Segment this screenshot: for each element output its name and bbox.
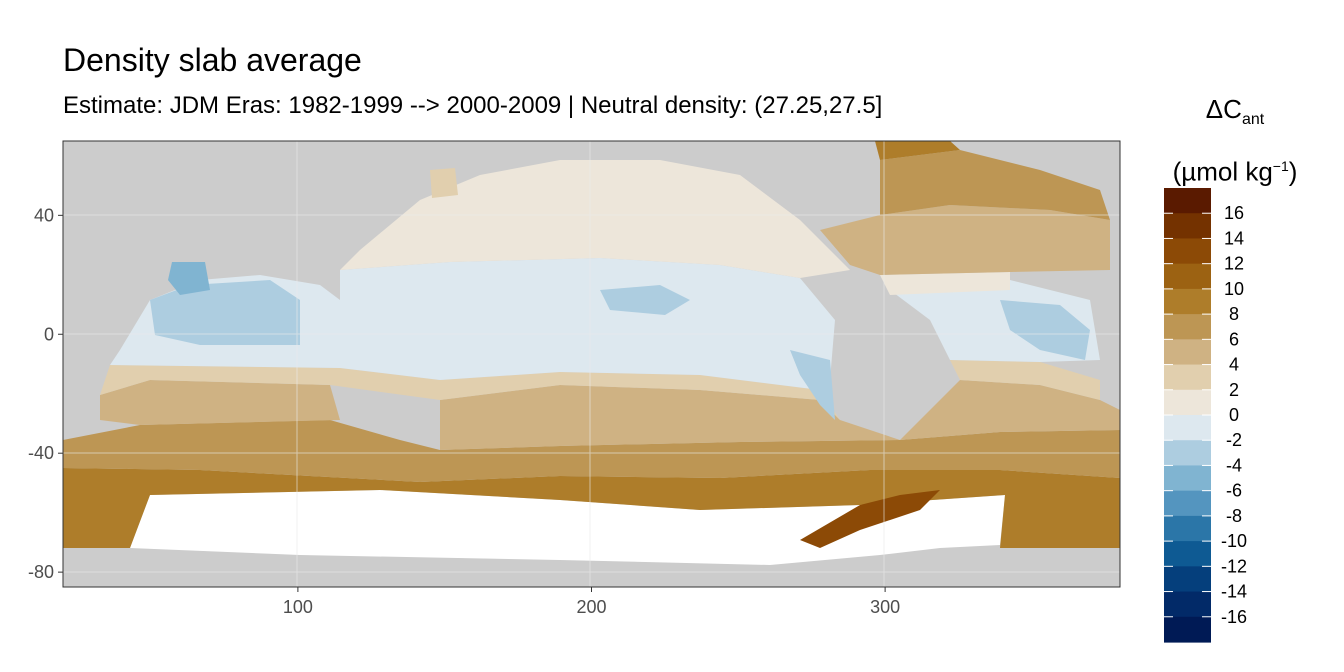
legend-unit: (µmol kg−1) <box>1172 156 1298 187</box>
legend-label: -12 <box>1221 556 1247 576</box>
legend-variable: ΔCant <box>1205 94 1265 129</box>
legend-color-swatch <box>1164 541 1211 567</box>
ocean-south-pacific <box>440 385 900 450</box>
ocean-band-deep-southern <box>63 468 1120 548</box>
legend-color-swatch <box>1164 314 1211 340</box>
legend-label: 16 <box>1224 203 1244 223</box>
legend-color-swatch <box>1164 415 1211 441</box>
legend-label: -16 <box>1221 607 1247 627</box>
y-tick-label: 0 <box>44 324 54 344</box>
chart-title: Density slab average <box>63 42 362 78</box>
legend-title: ΔCant (µmol kg−1) <box>1160 86 1310 195</box>
y-tick-label: -80 <box>28 562 54 582</box>
legend-color-swatch <box>1164 389 1211 416</box>
legend-label: -8 <box>1226 506 1242 526</box>
legend-color-swatch <box>1164 515 1211 542</box>
legend-label: 14 <box>1224 228 1244 248</box>
legend-label: 2 <box>1229 380 1239 400</box>
legend-label: 8 <box>1229 304 1239 324</box>
panel-gridlines <box>63 141 1120 587</box>
y-tick-label: -40 <box>28 443 54 463</box>
ocean-south-atlantic <box>900 380 1120 440</box>
legend-color-swatch <box>1164 591 1211 618</box>
ocean-weddell-peninsula <box>800 490 940 548</box>
x-tick-label: 300 <box>870 597 900 617</box>
legend-label: -10 <box>1221 531 1247 551</box>
legend-label: -2 <box>1226 430 1242 450</box>
legend-color-swatch <box>1164 339 1211 366</box>
ocean-band-subtropical-south <box>100 365 840 420</box>
legend-color-swatch <box>1164 566 1211 593</box>
legend-label: 10 <box>1224 279 1244 299</box>
ocean-north-atlantic-subtropical <box>880 272 1010 295</box>
ocean-tropical-atlantic-low <box>1000 300 1090 360</box>
ocean-north-atlantic-north <box>880 150 1110 220</box>
legend-label: 4 <box>1229 355 1239 375</box>
ocean-labrador <box>875 141 960 160</box>
legend-color-swatch <box>1164 263 1211 290</box>
legend-label: 12 <box>1224 254 1244 274</box>
ocean-south-indian <box>100 380 340 425</box>
ocean-central-north-pacific-patch <box>600 285 690 315</box>
ocean-north-pacific <box>340 160 850 278</box>
ocean-east-pacific-low <box>790 350 835 420</box>
legend-label: -4 <box>1226 455 1242 475</box>
legend-label: 6 <box>1229 329 1239 349</box>
ocean-arabian-sea <box>168 262 210 295</box>
legend-color-swatch <box>1164 465 1211 492</box>
legend-color-swatch <box>1164 288 1211 315</box>
x-tick-label: 200 <box>576 597 606 617</box>
legend-label: 0 <box>1229 405 1239 425</box>
ocean-equatorial-pacific <box>340 258 835 390</box>
legend-label: -14 <box>1221 582 1247 602</box>
ocean-south-atlantic-upper <box>950 360 1100 400</box>
legend-color-swatch <box>1164 238 1211 265</box>
legend-color-swatch <box>1164 364 1211 391</box>
x-tick-label: 100 <box>283 597 313 617</box>
ocean-tropical-indian-low <box>150 280 300 345</box>
antarctic-white-region <box>130 490 1005 565</box>
y-tick-label: 40 <box>34 205 54 225</box>
legend-color-swatch <box>1164 213 1211 240</box>
legend-color-swatch <box>1164 490 1211 517</box>
legend-color-swatch <box>1164 440 1211 467</box>
legend-color-swatch <box>1164 616 1211 643</box>
legend-label: -6 <box>1226 481 1242 501</box>
ocean-band-southern-indian <box>63 420 1120 482</box>
chart-subtitle: Estimate: JDM Eras: 1982-1999 --> 2000-2… <box>63 92 883 119</box>
ocean-north-atlantic <box>820 205 1110 275</box>
ocean-north-pacific-margin <box>430 168 458 198</box>
legend-color-swatch <box>1164 188 1211 214</box>
